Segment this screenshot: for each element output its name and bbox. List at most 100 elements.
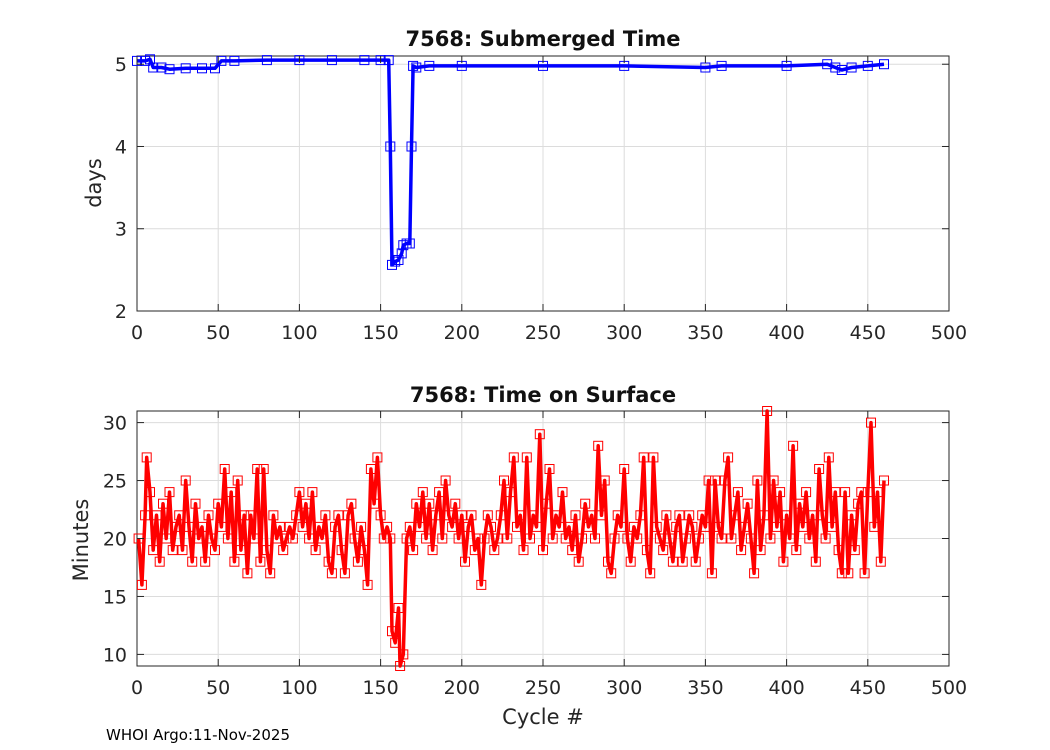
x-tick-label: 250 [525,677,561,699]
data-point-marker [252,464,263,474]
x-tick-label: 500 [931,322,967,344]
data-point-marker [210,63,220,74]
data-point-marker [245,510,256,521]
data-point-marker [564,521,574,532]
x-tick-label: 400 [768,322,804,344]
data-point-marker [401,533,412,544]
data-point-marker [619,464,630,474]
data-point-marker [437,533,448,544]
data-point-marker [154,556,165,567]
data-point-marker [385,141,396,152]
data-point-marker [729,510,740,521]
data-point-marker [161,533,172,544]
data-point-marker [434,487,445,498]
data-point-marker [879,59,889,70]
data-point-marker [390,256,401,267]
data-point-marker [583,521,594,532]
data-point-marker [521,452,532,463]
y-tick-label: 10 [103,644,127,666]
x-tick-label: 0 [131,322,143,344]
data-point-marker [687,521,698,532]
data-point-marker [531,521,542,532]
data-point-marker [268,510,279,521]
data-point-marker [229,556,240,567]
data-point-marker [836,568,847,579]
data-point-marker [258,464,269,474]
data-point-marker [856,487,867,498]
x-tick-label: 350 [687,322,723,344]
x-tick-label: 200 [444,677,480,699]
data-point-marker [148,62,159,73]
data-point-marker [791,545,802,556]
data-point-marker [476,579,487,590]
data-point-marker [551,510,561,521]
data-point-marker [197,521,207,532]
data-point-marker [430,510,441,521]
data-point-marker [190,498,201,509]
data-point-marker [206,533,217,544]
data-point-marker [752,475,763,486]
data-point-marker [726,533,737,544]
data-point-marker [297,521,308,532]
data-point-marker [538,545,548,556]
data-point-marker [512,521,522,532]
data-point-marker [674,510,685,521]
data-point-marker [294,487,305,498]
x-tick-label: 0 [131,677,143,699]
data-point-marker [804,533,815,544]
data-point-marker [307,487,318,498]
data-point-marker [846,62,857,73]
data-point-marker [771,521,782,532]
y-tick-label: 25 [103,471,127,493]
data-point-marker [427,545,438,556]
data-point-marker [164,64,175,75]
data-point-marker [502,533,513,544]
data-point-marker [359,55,370,66]
data-point-marker [229,55,240,66]
data-point-marker [339,568,350,579]
data-point-marker [174,510,185,521]
data-point-marker [667,556,678,567]
data-point-marker [492,533,503,544]
data-point-marker [573,556,584,567]
data-point-marker [443,510,454,521]
data-point-marker [411,498,422,509]
data-point-marker [359,545,370,556]
x-tick-label: 500 [931,677,967,699]
data-point-marker [833,545,844,556]
data-point-marker [352,556,363,567]
data-point-marker [140,510,151,521]
data-point-marker [136,579,147,590]
data-point-marker [830,487,841,498]
data-point-marker [742,498,753,509]
x-axis-label: Cycle # [502,705,584,729]
data-point-marker [300,498,311,509]
x-tick-label: 100 [281,677,317,699]
data-point-marker [557,487,568,498]
data-point-marker [680,533,691,544]
data-point-marker [200,556,211,567]
data-point-marker [463,521,474,532]
data-point-marker [677,556,688,567]
data-point-marker [385,533,396,544]
data-point-marker [625,556,636,567]
data-point-marker [362,579,373,590]
data-point-marker [365,464,376,474]
data-point-marker [304,533,315,544]
data-point-marker [469,545,480,556]
data-point-marker [547,533,558,544]
data-point-marker [749,568,760,579]
data-point-marker [395,661,406,671]
x-tick-label: 250 [525,322,561,344]
data-point-marker [661,510,672,521]
data-point-marker [489,545,500,556]
chart-submerged-time: 0 50 100 150 200 250 300 350 400 450 500 2 3 4 5 7568:… [82,27,967,344]
data-point-marker [274,521,285,532]
data-point-marker [843,568,854,579]
data-point-marker [732,487,743,498]
data-point-marker [453,533,464,544]
data-point-marker [612,510,623,521]
data-point-marker [593,440,604,451]
data-point-marker [586,510,597,521]
data-point-marker [390,637,401,648]
